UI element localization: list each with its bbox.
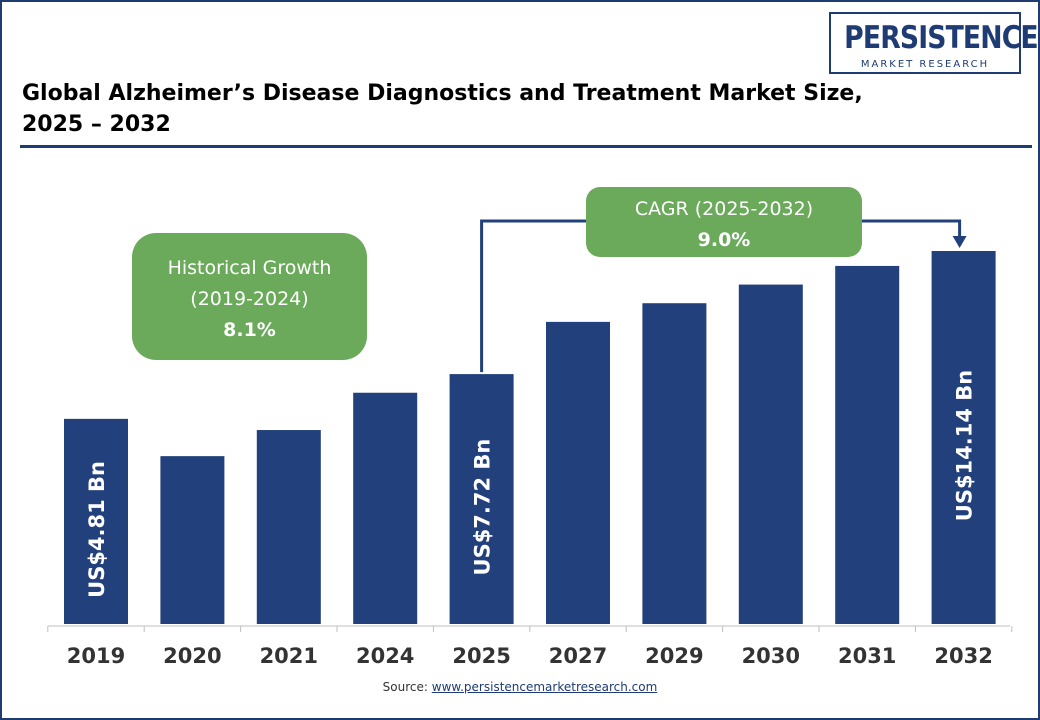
tick-label-2019: 2019 [67, 644, 125, 668]
cagr-arrow-icon [952, 236, 967, 248]
bar-2019 [64, 418, 128, 624]
brand-tagline: MARKET RESEARCH [860, 59, 990, 70]
bar-2025 [449, 374, 514, 624]
bar-2031 [835, 265, 900, 624]
source-link[interactable]: www.persistencemarketresearch.com [431, 680, 658, 694]
bar-2027 [546, 321, 610, 624]
chart-title: Global Alzheimer’s Disease Diagnostics a… [22, 81, 863, 137]
callout-cagr [586, 187, 862, 257]
callout-cagr-line-0: CAGR (2025-2032) [635, 198, 813, 220]
callout-historical [132, 233, 367, 360]
data-label-2032: US$14.14 Bn [953, 370, 977, 521]
bar-2029 [642, 303, 707, 624]
tick-label-2032: 2032 [934, 644, 992, 668]
callout-historical-value: 8.1% [223, 319, 276, 341]
tick-label-2030: 2030 [742, 644, 800, 668]
callout-historical-line-1: (2019-2024) [190, 288, 308, 310]
bar-2021 [256, 430, 321, 624]
tick-label-2031: 2031 [838, 644, 896, 668]
data-label-2025: US$7.72 Bn [471, 439, 495, 576]
bar-2032 [931, 251, 996, 624]
bar-2030 [738, 284, 803, 624]
callout-historical-line-0: Historical Growth [168, 257, 332, 279]
tick-label-2027: 2027 [549, 644, 607, 668]
tick-label-2021: 2021 [260, 644, 318, 668]
tick-label-2029: 2029 [645, 644, 703, 668]
source-label: Source: [382, 680, 428, 694]
source-note: Source: www.persistencemarketresearch.co… [2, 680, 1038, 694]
bar-2020 [160, 456, 225, 624]
bar-2024 [353, 392, 418, 624]
brand-logo: PERSISTENCE MARKET RESEARCH [829, 12, 1039, 74]
tick-label-2024: 2024 [356, 644, 414, 668]
callout-cagr-value: 9.0% [698, 229, 751, 251]
data-label-2019: US$4.81 Bn [85, 461, 109, 598]
tick-label-2020: 2020 [163, 644, 221, 668]
title-divider [20, 145, 1032, 148]
tick-label-2025: 2025 [452, 644, 510, 668]
